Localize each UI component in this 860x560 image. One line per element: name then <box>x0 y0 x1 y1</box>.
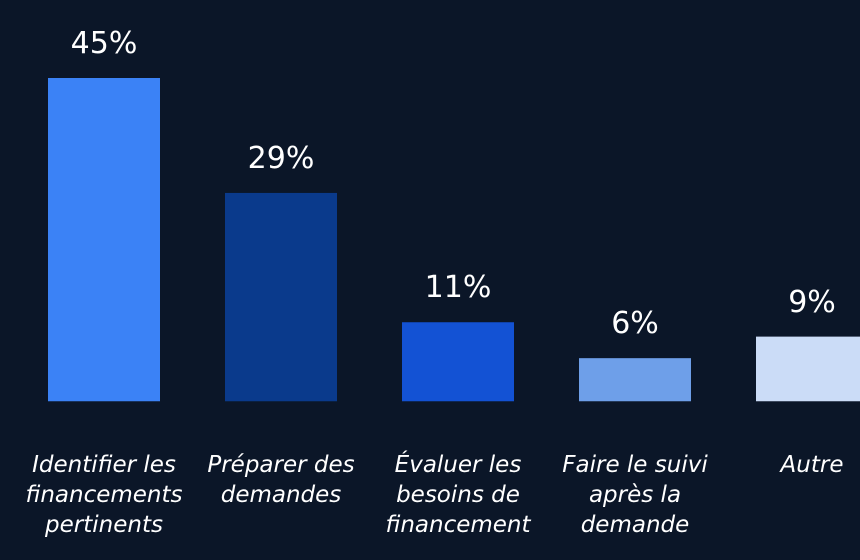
bar <box>48 78 160 402</box>
bar <box>225 192 337 402</box>
value-label: 29% <box>247 140 315 176</box>
value-label: 6% <box>611 306 659 342</box>
bar <box>579 358 691 402</box>
category-label: Faire le suivi après la demande <box>562 452 708 538</box>
bar <box>756 336 860 402</box>
category-label: Préparer des demandes <box>207 452 355 508</box>
category-label: Identifier les financements pertinents <box>25 452 183 538</box>
category-label: Autre <box>780 452 844 478</box>
value-label: 9% <box>788 284 836 320</box>
category-label: Évaluer les besoins de financement <box>385 452 531 538</box>
value-label: 45% <box>70 26 138 61</box>
bar <box>402 322 514 402</box>
value-label: 11% <box>424 270 492 306</box>
